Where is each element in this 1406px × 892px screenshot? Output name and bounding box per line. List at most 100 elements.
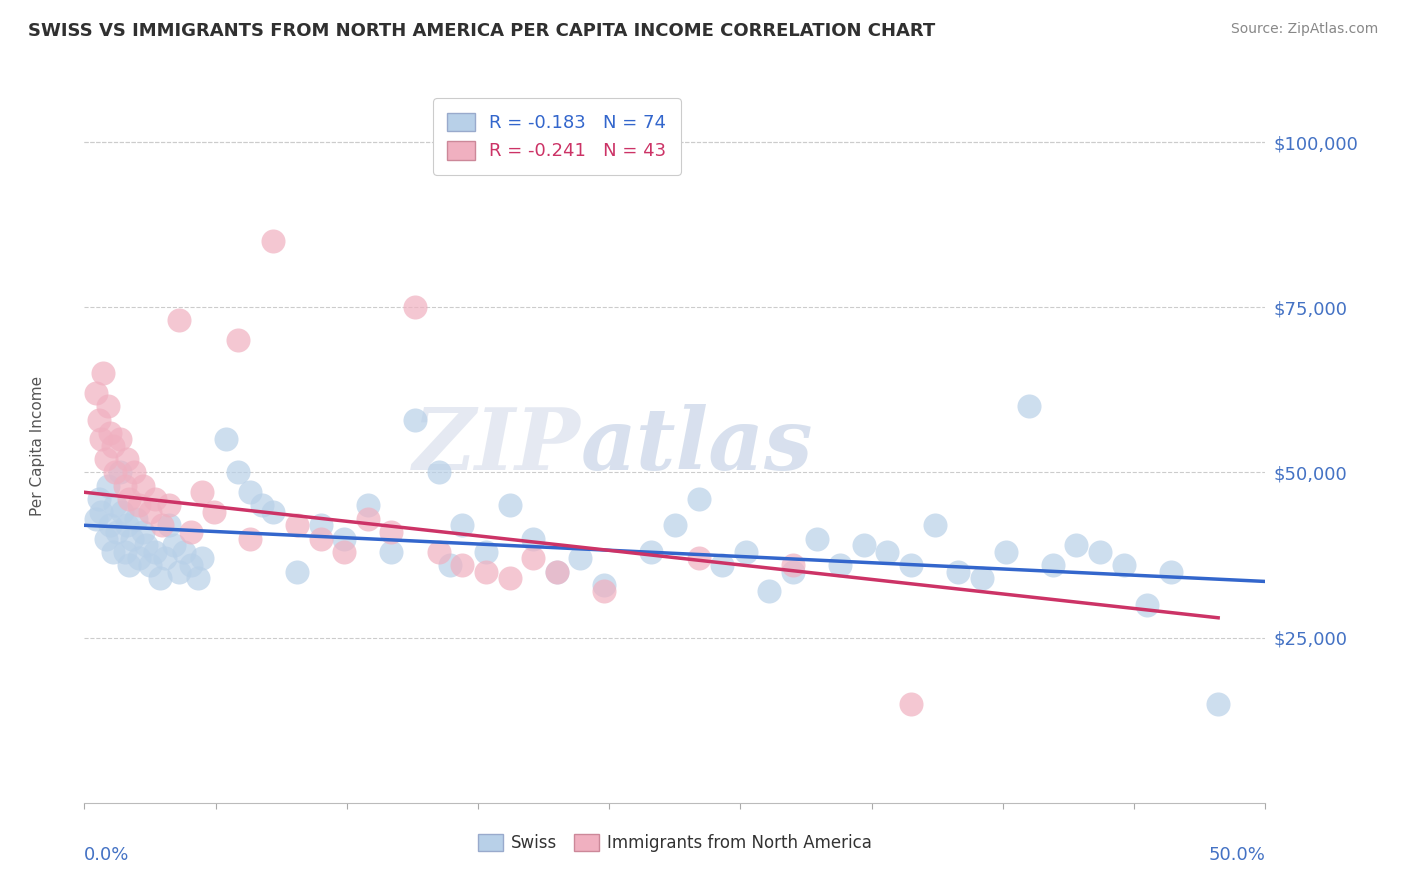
- Point: [357, 511, 380, 525]
- Text: 50.0%: 50.0%: [1209, 846, 1265, 863]
- Point: [711, 558, 734, 572]
- Point: [1018, 400, 1040, 414]
- Point: [522, 532, 544, 546]
- Point: [108, 433, 131, 447]
- Point: [180, 524, 202, 539]
- Point: [546, 565, 568, 579]
- Point: [522, 551, 544, 566]
- Point: [262, 505, 284, 519]
- Point: [451, 518, 474, 533]
- Point: [1206, 697, 1229, 711]
- Point: [380, 545, 402, 559]
- Point: [404, 300, 426, 314]
- Point: [132, 524, 155, 539]
- Point: [98, 518, 121, 533]
- Point: [226, 466, 249, 480]
- Point: [104, 466, 127, 480]
- Point: [948, 565, 970, 579]
- Point: [1042, 558, 1064, 572]
- Text: Source: ZipAtlas.com: Source: ZipAtlas.com: [1230, 22, 1378, 37]
- Point: [782, 558, 804, 572]
- Point: [180, 558, 202, 572]
- Point: [104, 499, 127, 513]
- Point: [546, 565, 568, 579]
- Point: [139, 505, 162, 519]
- Point: [150, 518, 173, 533]
- Point: [157, 518, 180, 533]
- Text: 0.0%: 0.0%: [84, 846, 129, 863]
- Point: [451, 558, 474, 572]
- Point: [1066, 538, 1088, 552]
- Point: [163, 538, 186, 552]
- Text: atlas: atlas: [581, 404, 813, 488]
- Point: [143, 545, 166, 559]
- Point: [135, 538, 157, 552]
- Point: [309, 518, 332, 533]
- Point: [173, 545, 195, 559]
- Point: [128, 551, 150, 566]
- Point: [357, 499, 380, 513]
- Point: [427, 545, 450, 559]
- Point: [333, 545, 356, 559]
- Point: [664, 518, 686, 533]
- Point: [202, 505, 225, 519]
- Point: [187, 571, 209, 585]
- Point: [439, 558, 461, 572]
- Point: [149, 571, 172, 585]
- Point: [191, 551, 214, 566]
- Point: [970, 571, 993, 585]
- Point: [118, 491, 141, 506]
- Point: [852, 538, 875, 552]
- Point: [94, 452, 117, 467]
- Text: ZIP: ZIP: [412, 404, 581, 488]
- Point: [91, 367, 114, 381]
- Point: [994, 545, 1017, 559]
- Point: [1160, 565, 1182, 579]
- Point: [924, 518, 946, 533]
- Point: [98, 425, 121, 440]
- Point: [309, 532, 332, 546]
- Point: [115, 452, 138, 467]
- Point: [101, 545, 124, 559]
- Point: [226, 333, 249, 347]
- Point: [782, 565, 804, 579]
- Point: [191, 485, 214, 500]
- Point: [876, 545, 898, 559]
- Point: [97, 400, 120, 414]
- Point: [475, 565, 498, 579]
- Point: [250, 499, 273, 513]
- Point: [806, 532, 828, 546]
- Point: [593, 584, 616, 599]
- Point: [122, 466, 145, 480]
- Point: [830, 558, 852, 572]
- Point: [101, 439, 124, 453]
- Point: [333, 532, 356, 546]
- Point: [111, 505, 134, 519]
- Point: [84, 386, 107, 401]
- Point: [239, 485, 262, 500]
- Point: [87, 491, 110, 506]
- Point: [125, 511, 148, 525]
- Point: [640, 545, 662, 559]
- Text: SWISS VS IMMIGRANTS FROM NORTH AMERICA PER CAPITA INCOME CORRELATION CHART: SWISS VS IMMIGRANTS FROM NORTH AMERICA P…: [28, 22, 935, 40]
- Point: [90, 433, 112, 447]
- Point: [262, 234, 284, 248]
- Point: [900, 697, 922, 711]
- Point: [498, 571, 520, 585]
- Point: [239, 532, 262, 546]
- Point: [427, 466, 450, 480]
- Point: [569, 551, 592, 566]
- Point: [143, 491, 166, 506]
- Point: [118, 558, 141, 572]
- Point: [115, 518, 138, 533]
- Point: [167, 565, 190, 579]
- Point: [167, 313, 190, 327]
- Point: [153, 551, 176, 566]
- Point: [108, 466, 131, 480]
- Point: [94, 532, 117, 546]
- Point: [404, 412, 426, 426]
- Point: [215, 433, 238, 447]
- Point: [121, 532, 143, 546]
- Point: [285, 518, 308, 533]
- Point: [132, 478, 155, 492]
